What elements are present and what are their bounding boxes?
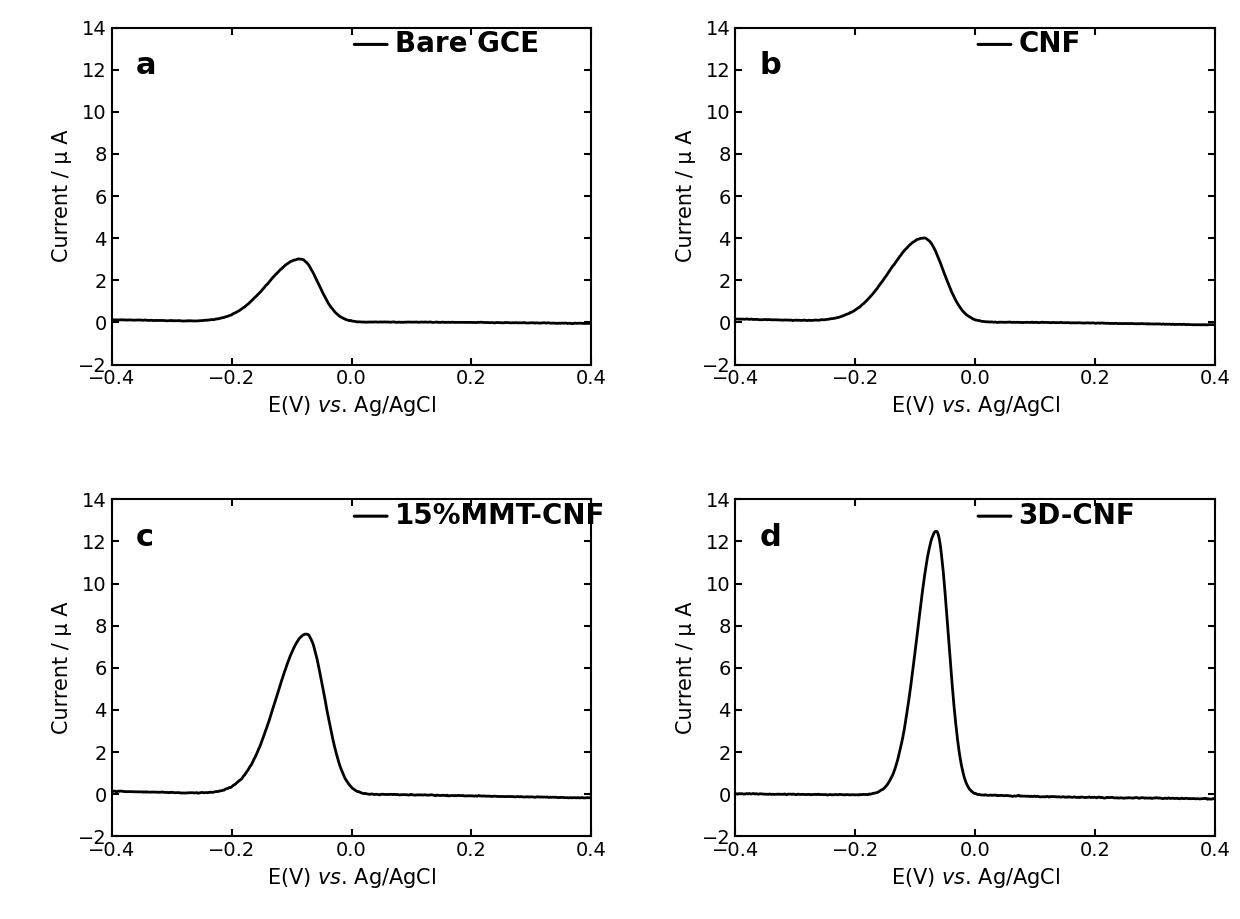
Text: 15%MMT-CNF: 15%MMT-CNF	[394, 502, 605, 530]
Text: CNF: CNF	[1018, 30, 1081, 59]
Text: c: c	[135, 523, 154, 552]
Text: a: a	[135, 51, 156, 80]
X-axis label: E(V) $\it{vs}$. Ag/AgCl: E(V) $\it{vs}$. Ag/AgCl	[890, 866, 1060, 890]
X-axis label: E(V) $\it{vs}$. Ag/AgCl: E(V) $\it{vs}$. Ag/AgCl	[890, 394, 1060, 418]
Text: b: b	[759, 51, 781, 80]
Y-axis label: Current / μ A: Current / μ A	[52, 130, 72, 262]
Text: Bare GCE: Bare GCE	[394, 30, 539, 59]
Y-axis label: Current / μ A: Current / μ A	[676, 130, 696, 262]
X-axis label: E(V) $\it{vs}$. Ag/AgCl: E(V) $\it{vs}$. Ag/AgCl	[267, 394, 436, 418]
Text: d: d	[759, 523, 781, 552]
Text: 3D-CNF: 3D-CNF	[1018, 502, 1136, 530]
X-axis label: E(V) $\it{vs}$. Ag/AgCl: E(V) $\it{vs}$. Ag/AgCl	[267, 866, 436, 890]
Y-axis label: Current / μ A: Current / μ A	[52, 602, 72, 734]
Y-axis label: Current / μ A: Current / μ A	[676, 602, 696, 734]
